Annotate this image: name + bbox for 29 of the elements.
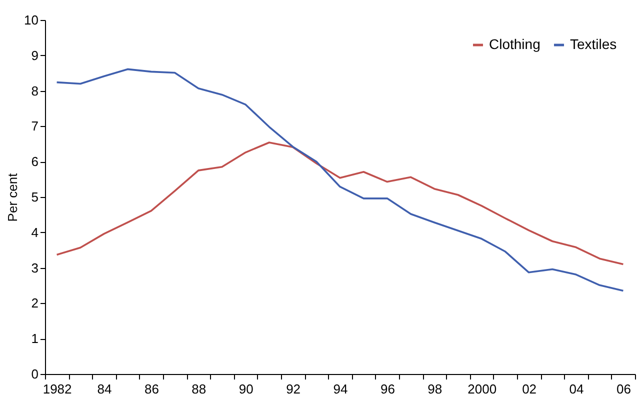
x-tick-label: 84 — [97, 382, 112, 396]
x-tick-label: 1982 — [42, 382, 72, 396]
y-tick-label: 0 — [31, 366, 38, 382]
y-tick-label: 2 — [31, 296, 38, 311]
y-axis-title: Per cent — [5, 172, 20, 222]
legend-label: Textiles — [570, 36, 617, 52]
x-tick-label: 90 — [238, 382, 254, 396]
x-tick-label: 04 — [569, 382, 584, 396]
x-tick-label: 88 — [192, 382, 206, 396]
x-tick-label: 92 — [286, 382, 301, 396]
x-tick-label: 2000 — [468, 382, 497, 396]
line-series — [56, 68, 624, 292]
x-tick-label: 06 — [616, 382, 631, 396]
y-tick-label: 8 — [31, 83, 38, 98]
x-tick-label: 86 — [144, 382, 159, 396]
y-tick-label: 10 — [24, 12, 38, 28]
y-tick-label: 4 — [31, 224, 38, 240]
y-tick-label: 6 — [31, 154, 38, 170]
y-tick-label: 1 — [31, 331, 38, 346]
x-tick-label: 94 — [333, 382, 348, 396]
legend-label: Clothing — [489, 36, 540, 52]
line-series — [56, 142, 624, 266]
x-tick-label: 96 — [380, 382, 395, 396]
y-tick-label: 3 — [31, 260, 38, 276]
y-tick-label: 9 — [31, 48, 38, 63]
y-tick-label: 7 — [31, 118, 38, 134]
y-tick-label: 5 — [31, 190, 38, 204]
x-tick-label: 02 — [522, 382, 537, 396]
x-tick-label: 98 — [428, 382, 442, 396]
